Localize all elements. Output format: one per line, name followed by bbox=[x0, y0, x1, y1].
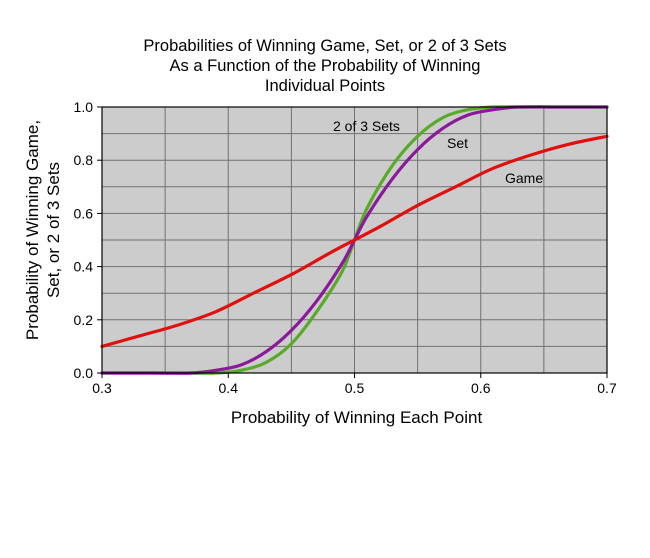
x-tick-label: 0.4 bbox=[219, 380, 239, 396]
x-axis-title: Probability of Winning Each Point bbox=[231, 408, 483, 427]
chart-title-line-1: Probabilities of Winning Game, Set, or 2… bbox=[143, 37, 506, 55]
x-axis: 0.3 0.4 0.5 0.6 0.7 bbox=[92, 373, 617, 396]
series-label-set: Set bbox=[447, 135, 468, 151]
y-axis-title-line-2: Set, or 2 of 3 Sets bbox=[44, 162, 63, 298]
y-axis-title: Probability of Winning Game, Set, or 2 of… bbox=[23, 120, 63, 340]
chart-title-line-3: Individual Points bbox=[265, 77, 385, 95]
x-tick-label: 0.3 bbox=[92, 380, 112, 396]
x-tick-label: 0.7 bbox=[597, 380, 617, 396]
grid bbox=[102, 107, 607, 373]
x-tick-label: 0.5 bbox=[345, 380, 365, 396]
series-label-game: Game bbox=[505, 170, 543, 186]
series-labels: 2 of 3 Sets Set Game bbox=[333, 118, 543, 186]
chart-title: Probabilities of Winning Game, Set, or 2… bbox=[143, 37, 506, 95]
y-tick-label: 0.8 bbox=[74, 152, 94, 168]
x-tick-label: 0.6 bbox=[471, 380, 491, 396]
y-tick-label: 0.4 bbox=[74, 259, 94, 275]
y-tick-label: 1.0 bbox=[74, 99, 94, 115]
y-axis: 0.0 0.2 0.4 0.6 0.8 1.0 bbox=[74, 99, 102, 381]
y-tick-label: 0.6 bbox=[74, 205, 94, 221]
y-axis-title-line-1: Probability of Winning Game, bbox=[23, 120, 42, 340]
y-tick-label: 0.0 bbox=[74, 365, 94, 381]
series-line-game bbox=[100, 134, 609, 348]
series-lines bbox=[100, 105, 609, 375]
series-label-2-of-3-sets: 2 of 3 Sets bbox=[333, 118, 400, 134]
chart-title-line-2: As a Function of the Probability of Winn… bbox=[170, 57, 481, 75]
y-tick-label: 0.2 bbox=[74, 312, 94, 328]
